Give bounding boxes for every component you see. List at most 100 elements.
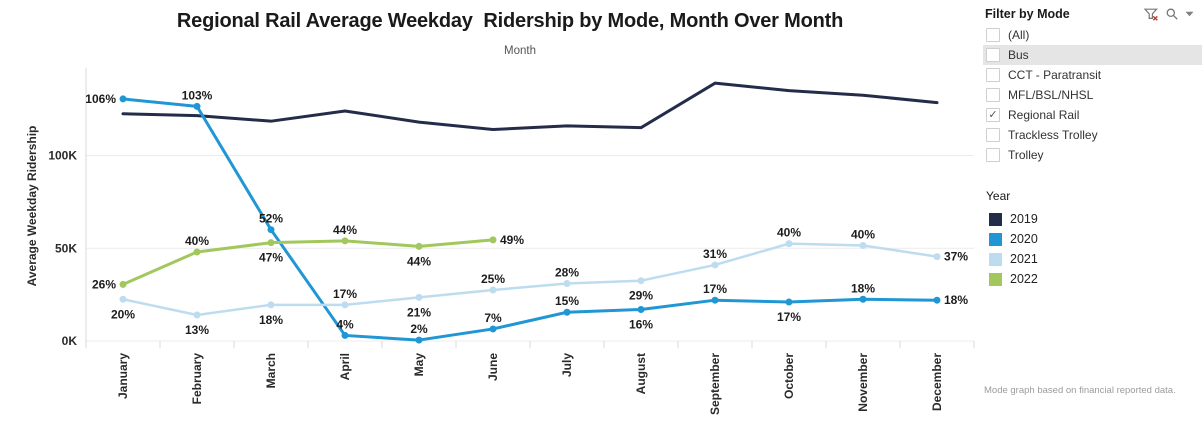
data-point-label: 17% [777,310,801,324]
data-point-2020-December[interactable] [933,296,941,304]
filter-item-label: Trolley [1008,148,1044,162]
data-point-2022-May[interactable] [415,242,423,250]
data-point-label: 16% [629,317,653,331]
data-point-2021-December[interactable] [933,253,941,261]
filter-item-label: (All) [1008,28,1030,42]
data-point-2021-October[interactable] [785,240,793,248]
filter-item-mfl-bsl-nhsl[interactable]: MFL/BSL/NHSL [983,85,1202,105]
line-chart-plot[interactable]: 0K 50K 100K January February March April May Jun… [0,0,983,440]
data-point-label: 31% [703,247,727,261]
x-tick-label: August [634,353,648,394]
data-point-label: 4% [336,317,354,331]
data-point-2020-June[interactable] [489,325,497,333]
data-point-2021-May[interactable] [415,293,423,301]
data-point-label: 37% [944,250,968,264]
checkbox[interactable] [986,88,1000,102]
filter-item-bus[interactable]: Bus [983,45,1202,65]
x-tick-label: April [338,353,352,380]
legend-item-2021[interactable]: 2021 [983,249,1202,269]
series-line-2021[interactable] [121,242,939,317]
legend-item-label: 2021 [1010,252,1038,266]
data-point-2021-July[interactable] [563,279,571,287]
x-tick-label: December [930,353,944,411]
checkbox[interactable] [986,148,1000,162]
data-point-2020-July[interactable] [563,308,571,316]
data-point-2021-February[interactable] [193,311,201,319]
chart-title: Regional Rail Average Weekday Ridership … [176,10,844,32]
data-point-2020-January[interactable] [119,95,127,103]
data-point-2021-September[interactable] [711,261,719,269]
series-line-2019[interactable] [121,81,939,132]
filter-item-label: Trackless Trolley [1008,128,1098,142]
data-point-2022-June[interactable] [489,236,497,244]
filter-item-regional-rail[interactable]: ✓ Regional Rail [983,105,1202,125]
search-icon[interactable] [1165,7,1179,21]
legend-swatch [989,232,1002,246]
side-panel: Filter by Mode (All) Bus CCT - Paratrans [983,0,1202,440]
checkbox[interactable] [986,68,1000,82]
series-line-2020[interactable] [121,97,939,342]
data-point-label: 26% [92,277,116,291]
data-point-label: 18% [259,313,283,327]
legend-item-label: 2020 [1010,232,1038,246]
clear-filter-icon[interactable] [1144,7,1159,21]
filter-item-label: Regional Rail [1008,108,1080,122]
data-point-2020-August[interactable] [637,305,645,313]
data-point-label: 103% [182,88,213,102]
filter-title: Filter by Mode [985,7,1070,21]
filter-item-label: CCT - Paratransit [1008,68,1102,82]
data-point-2020-February[interactable] [193,102,201,110]
data-point-2022-January[interactable] [119,280,127,288]
data-point-2020-October[interactable] [785,298,793,306]
data-point-2021-August[interactable] [637,277,645,285]
filter-item-all[interactable]: (All) [983,25,1202,45]
legend-item-2022[interactable]: 2022 [983,269,1202,289]
data-point-2020-March[interactable] [267,226,275,234]
data-point-2021-January[interactable] [119,295,127,303]
filter-item-trolley[interactable]: Trolley [983,145,1202,165]
filter-list: (All) Bus CCT - Paratransit MFL/BSL/NHSL ✓ Re… [983,25,1202,165]
data-point-2021-November[interactable] [859,241,867,249]
year-legend-title: Year [986,189,1011,203]
checkbox-checked[interactable]: ✓ [986,108,1000,122]
data-point-label: 40% [777,226,801,240]
filter-item-trackless-trolley[interactable]: Trackless Trolley [983,125,1202,145]
x-tick-label: January [116,353,130,399]
data-point-label: 44% [333,223,357,237]
filter-item-label: MFL/BSL/NHSL [1008,88,1094,102]
data-point-2020-September[interactable] [711,296,719,304]
checkbox[interactable] [986,48,1000,62]
y-tick-label: 50K [55,241,77,255]
x-tick-label: June [486,353,500,381]
data-point-2022-February[interactable] [193,248,201,256]
year-legend-list: 2019 2020 2021 2022 [983,209,1202,289]
checkbox[interactable] [986,28,1000,42]
data-point-label: 20% [111,307,135,321]
chart-caption: Mode graph based on financial reported d… [984,385,1176,396]
x-axis-title: Month [504,45,536,57]
x-tick-label: November [856,353,870,412]
data-point-2020-April[interactable] [341,331,349,339]
data-point-2022-March[interactable] [267,239,275,247]
data-point-label: 18% [944,293,968,307]
data-point-2021-June[interactable] [489,286,497,294]
legend-swatch [989,272,1002,286]
data-point-2020-November[interactable] [859,295,867,303]
data-point-label: 49% [500,233,524,247]
data-point-label: 17% [333,287,357,301]
data-point-2021-March[interactable] [267,301,275,309]
legend-item-2020[interactable]: 2020 [983,229,1202,249]
data-point-2021-April[interactable] [341,301,349,309]
x-tick-label: July [560,353,574,377]
filter-card-icons [1144,7,1194,21]
data-point-2020-May[interactable] [415,336,423,344]
caret-down-icon[interactable] [1185,11,1194,17]
filter-item-cct-paratransit[interactable]: CCT - Paratransit [983,65,1202,85]
series-line-2022[interactable] [121,238,495,286]
legend-item-2019[interactable]: 2019 [983,209,1202,229]
checkbox[interactable] [986,128,1000,142]
data-point-label: 40% [185,234,209,248]
data-point-label: 2% [410,322,428,336]
data-point-2022-April[interactable] [341,237,349,245]
legend-swatch [989,212,1002,226]
